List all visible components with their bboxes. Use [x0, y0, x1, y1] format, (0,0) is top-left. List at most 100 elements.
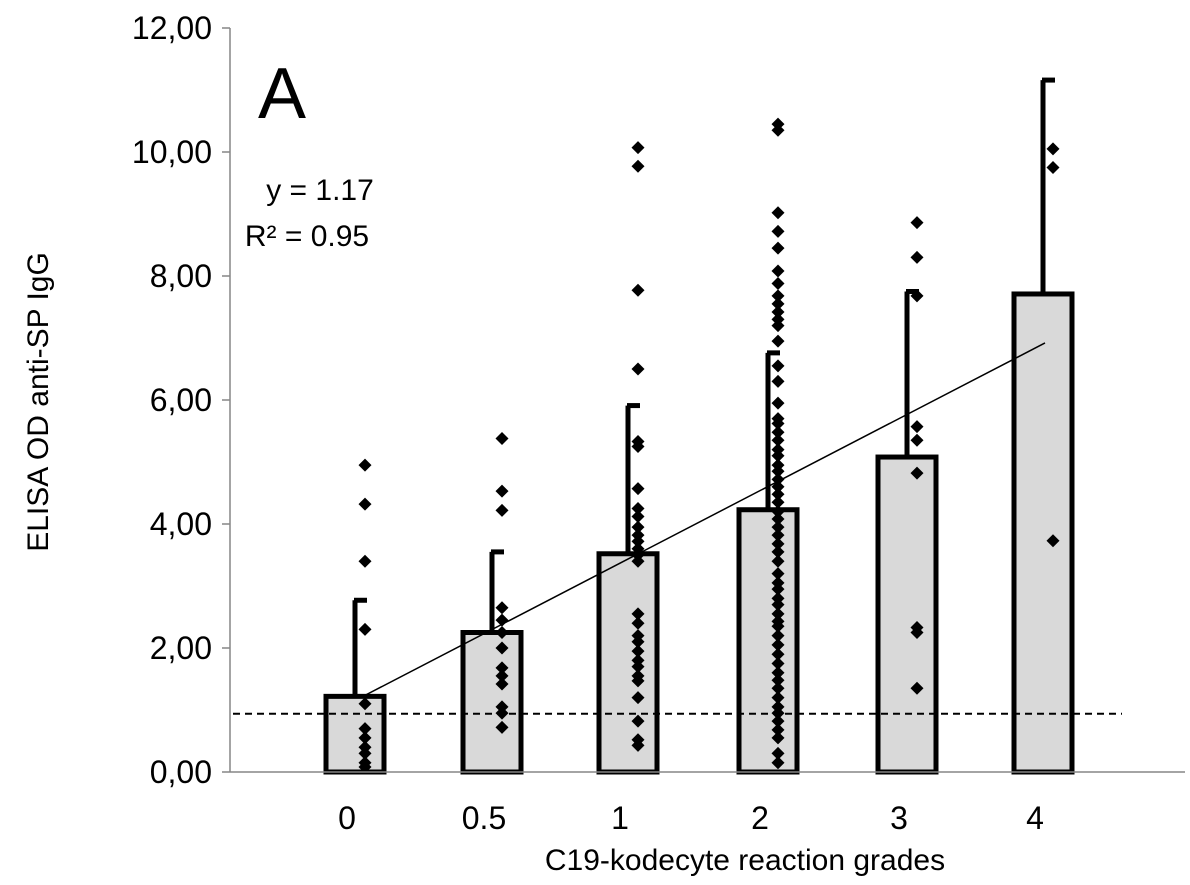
data-point-2-56 [771, 746, 785, 760]
data-point-1-15 [631, 607, 645, 621]
data-point-0.5-6 [495, 641, 509, 655]
data-point-0-8 [358, 746, 372, 760]
data-point-2-4 [771, 241, 785, 255]
data-point-2-11 [771, 319, 785, 333]
y-axis-title: ELISA OD anti-SP IgG [22, 252, 55, 552]
data-point-2-47 [771, 666, 785, 680]
data-point-1-24 [631, 691, 645, 705]
data-point-2-54 [771, 723, 785, 737]
y-tick-label-6: 12,00 [132, 10, 212, 46]
data-point-2-23 [771, 464, 785, 478]
data-point-3-2 [910, 289, 924, 303]
x-axis-title: C19-kodecyte reaction grades [545, 844, 945, 877]
data-point-0.5-2 [495, 503, 509, 517]
data-point-1-0 [631, 141, 645, 155]
data-point-2-49 [771, 681, 785, 695]
data-point-3-0 [910, 216, 924, 230]
data-point-2-13 [771, 359, 785, 373]
axes-layer: 0,00 2,00 4,00 6,00 8,00 10,00 12,00 0 0.5 1 2 3 4 [132, 10, 1185, 836]
data-point-2-39 [771, 598, 785, 612]
y-tick-label-2: 4,00 [150, 506, 212, 542]
data-point-3-1 [910, 250, 924, 264]
x-tick-label-1: 1 [611, 800, 629, 836]
data-point-1-5 [631, 440, 645, 453]
data-point-2-42 [771, 619, 785, 633]
data-point-1-1 [631, 159, 645, 173]
data-point-2-5 [771, 264, 785, 278]
data-point-2-57 [771, 756, 785, 770]
bars-layer [323, 291, 1075, 775]
data-point-3-7 [910, 626, 924, 639]
data-point-2-27 [771, 495, 785, 509]
data-point-2-33 [771, 545, 785, 559]
data-point-2-15 [771, 396, 785, 410]
data-point-1-18 [631, 635, 645, 649]
data-point-1-14 [631, 554, 645, 568]
data-point-1-3 [631, 362, 645, 376]
data-point-0-5 [358, 722, 372, 736]
data-point-2-35 [771, 567, 785, 581]
data-point-4-1 [1046, 161, 1060, 174]
data-point-2-55 [771, 731, 785, 745]
y-tick-label-5: 10,00 [132, 134, 212, 170]
data-point-3-3 [910, 420, 924, 434]
data-point-2-14 [771, 374, 785, 388]
bar-0 [323, 693, 387, 775]
x-tick-label-2: 2 [751, 800, 769, 836]
y-tick-label-0: 0,00 [150, 754, 212, 790]
data-point-0-4 [358, 697, 372, 711]
data-point-1-9 [631, 520, 645, 534]
bar-1 [596, 551, 660, 775]
trendline-equation: y = 1.17 [266, 174, 374, 207]
trendline-r-squared: R² = 0.95 [245, 220, 369, 253]
data-point-2-46 [771, 657, 785, 670]
data-point-2-29 [771, 512, 785, 526]
data-point-2-7 [771, 289, 785, 303]
x-tick-label-4: 4 [1026, 800, 1044, 836]
data-point-0.5-3 [495, 601, 509, 615]
data-point-2-30 [771, 520, 785, 534]
data-point-2-26 [771, 487, 785, 501]
data-point-2-8 [771, 297, 785, 311]
points-layer [358, 117, 1060, 774]
data-point-2-37 [771, 582, 785, 596]
data-point-1-11 [631, 534, 645, 548]
data-point-0-3 [358, 622, 372, 636]
x-tick-label-3: 3 [890, 800, 908, 836]
data-point-1-2 [631, 283, 645, 297]
x-tick-label-0: 0 [338, 800, 356, 836]
y-tick-label-4: 8,00 [150, 258, 212, 294]
x-tick-label-0.5: 0.5 [462, 800, 506, 836]
labels-layer: A y = 1.17 R² = 0.95 C19-kodecyte reacti… [22, 54, 945, 877]
data-point-1-19 [631, 644, 645, 658]
lines-layer [233, 342, 1122, 715]
y-tick-label-3: 6,00 [150, 382, 212, 418]
data-point-2-21 [771, 449, 785, 463]
data-point-0.5-0 [495, 431, 509, 445]
data-point-0-10 [358, 760, 372, 774]
data-point-1-16 [631, 616, 645, 630]
bar-3 [875, 454, 939, 775]
data-point-2-43 [771, 629, 785, 643]
data-point-2-44 [771, 638, 785, 652]
bar-4 [1011, 291, 1075, 775]
panel-label: A [258, 54, 306, 134]
data-point-3-8 [910, 681, 924, 695]
data-point-2-12 [771, 334, 785, 348]
data-point-2-1 [771, 123, 785, 137]
data-point-1-25 [631, 714, 645, 728]
trendline [362, 342, 1046, 698]
bar-2 [736, 507, 800, 775]
data-point-2-28 [771, 505, 785, 519]
data-point-4-2 [1046, 534, 1060, 548]
data-point-0.5-7 [495, 661, 509, 675]
data-point-0.5-12 [495, 720, 509, 734]
data-point-0-2 [358, 554, 372, 568]
data-point-0.5-8 [495, 669, 509, 683]
y-tick-label-1: 2,00 [150, 630, 212, 666]
data-point-0-1 [358, 497, 372, 511]
data-point-1-6 [631, 482, 645, 496]
bar-0.5 [460, 630, 524, 775]
data-point-2-9 [771, 305, 785, 319]
data-point-2-40 [771, 607, 785, 621]
